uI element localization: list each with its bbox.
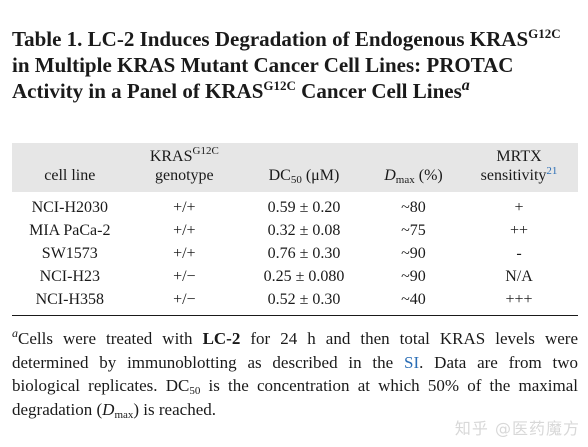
dmax-value: ~40 <box>401 291 426 308</box>
genotype: +/− <box>173 268 196 285</box>
table-row: NCI-H358 +/− 0.52 ± 0.30 ~40 +++ <box>12 288 578 316</box>
cell-line: MIA PaCa-2 <box>29 222 111 239</box>
dc50-value: 0.59 ± 0.20 <box>267 199 341 216</box>
genotype: +/+ <box>173 222 196 239</box>
genotype: +/+ <box>173 245 196 262</box>
table-row: NCI-H23 +/− 0.25 ± 0.080 ~90 N/A <box>12 265 578 288</box>
table-row: MIA PaCa-2 +/+ 0.32 ± 0.08 ~75 ++ <box>12 219 578 242</box>
dc50-value: 0.25 ± 0.080 <box>263 268 345 285</box>
table-row: SW1573 +/+ 0.76 ± 0.30 ~90 - <box>12 242 578 265</box>
mrtx-sensitivity: + <box>514 199 524 216</box>
title-footnote-mark: a <box>461 77 470 94</box>
footnote-mark: a <box>12 326 18 340</box>
dmax-value: ~90 <box>401 268 426 285</box>
compound-name: LC-2 <box>202 329 241 348</box>
cell-line: SW1573 <box>41 245 98 262</box>
header-genotype: KRASG12C genotype <box>149 145 219 185</box>
header-dmax: Dmax (%) <box>384 167 443 186</box>
mrtx-sensitivity: +++ <box>505 291 533 308</box>
dmax-value: ~75 <box>401 222 426 239</box>
table-title: Table 1. LC-2 Induces Degradation of End… <box>12 26 561 103</box>
table-row: NCI-H2030 +/+ 0.59 ± 0.20 ~80 + <box>12 192 578 219</box>
cell-line: NCI-H23 <box>39 268 101 285</box>
genotype: +/+ <box>173 199 196 216</box>
header-mrtx-sensitivity: MRTX sensitivity21 <box>480 148 558 184</box>
watermark: 知乎 @医药魔方 <box>454 419 580 438</box>
cell-line: NCI-H2030 <box>31 199 109 216</box>
mrtx-sensitivity: ++ <box>510 222 529 239</box>
table-footnote: aCells were treated with LC-2 for 24 h a… <box>12 326 579 421</box>
dc50-value: 0.76 ± 0.30 <box>267 245 341 262</box>
cell-line: NCI-H358 <box>35 291 105 308</box>
results-table: cell line KRASG12C genotype DC50 (μM) Dma… <box>12 143 578 316</box>
si-link[interactable]: SI <box>404 352 420 372</box>
dmax-value: ~80 <box>401 199 426 216</box>
header-dc50: DC50 (μM) <box>268 167 340 186</box>
reference-link[interactable]: 21 <box>546 165 558 177</box>
header-cell-line: cell line <box>44 167 96 184</box>
mrtx-sensitivity: - <box>516 245 522 262</box>
table-header-row: cell line KRASG12C genotype DC50 (μM) Dma… <box>12 143 578 192</box>
dc50-value: 0.32 ± 0.08 <box>267 222 341 239</box>
mrtx-sensitivity: N/A <box>505 268 533 285</box>
genotype: +/− <box>173 291 196 308</box>
dmax-value: ~90 <box>401 245 426 262</box>
dc50-value: 0.52 ± 0.30 <box>267 291 341 308</box>
